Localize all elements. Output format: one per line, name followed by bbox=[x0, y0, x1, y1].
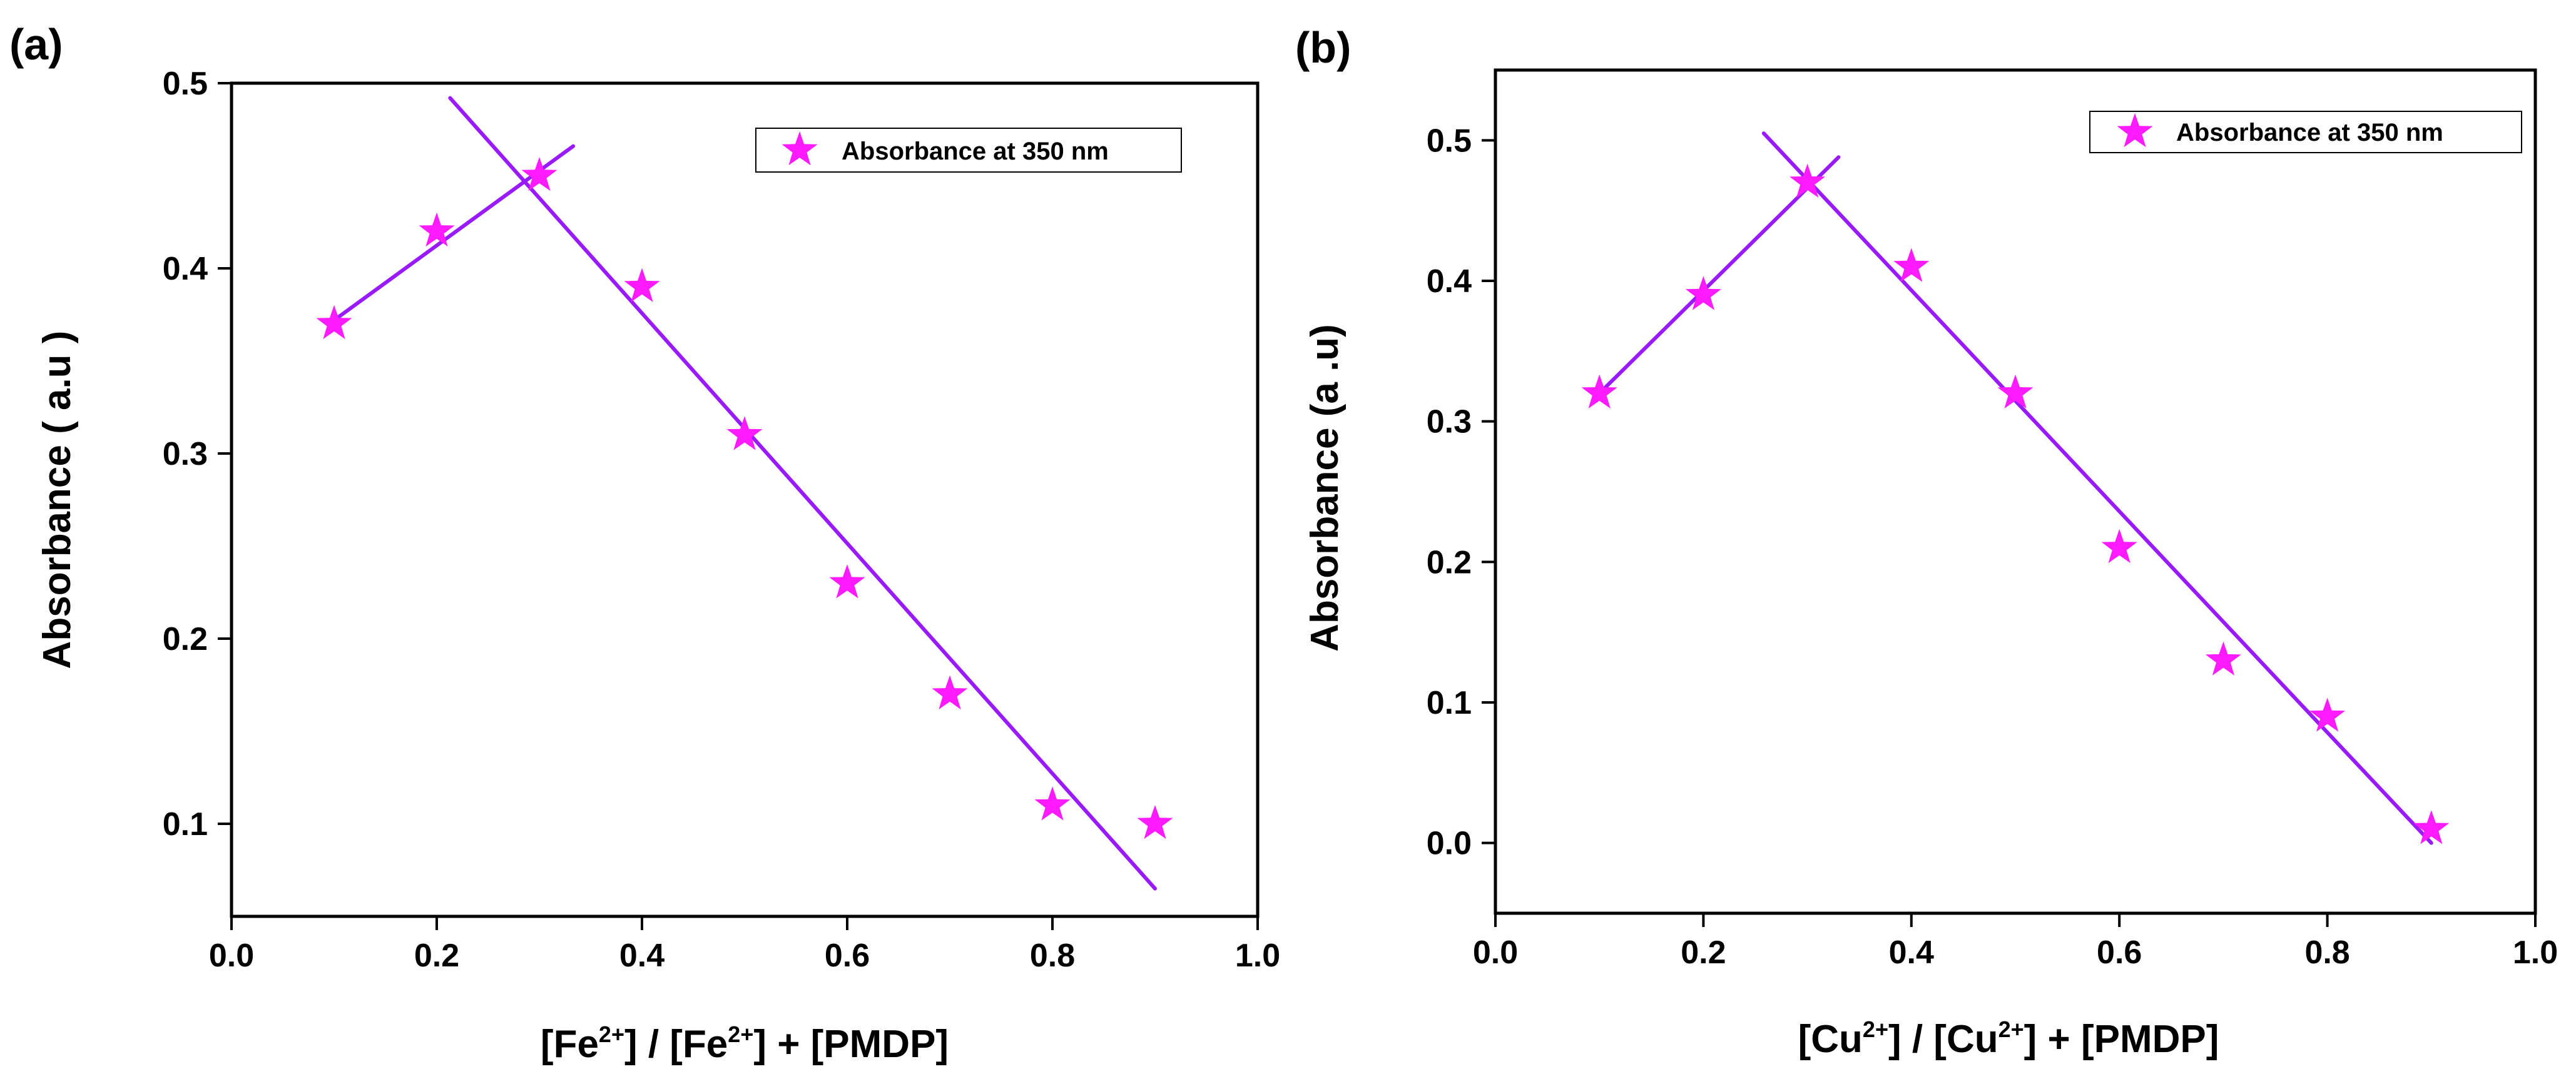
x-tick-label-b: 0.4 bbox=[1889, 935, 1934, 971]
data-point-b bbox=[1997, 374, 2034, 408]
x-title-a-sup2: 2+ bbox=[728, 1021, 753, 1047]
x-tick-label-b: 0.2 bbox=[1681, 935, 1726, 971]
x-title-a-part1: [Fe bbox=[541, 1023, 599, 1066]
y-tick-label-b: 0.3 bbox=[1427, 404, 1472, 440]
x-title-b-part3: ] + [PMDP] bbox=[2024, 1018, 2219, 1061]
panel-label-b: (b) bbox=[1295, 23, 1351, 72]
panel-label-a: (a) bbox=[9, 20, 63, 69]
plot-frame-a bbox=[230, 81, 1260, 918]
y-tick-label-b: 0.1 bbox=[1427, 685, 1472, 721]
y-tick-label-b: 0.4 bbox=[1427, 263, 1472, 300]
chart-panel-a: (a) 0.0 0.2 0.4 0.6 0.8 1.0 0.1 0.2 0.3 0.4 0.5 Ab… bbox=[9, 20, 1280, 1066]
y-tick-label-a: 0.1 bbox=[163, 806, 208, 843]
data-point-b bbox=[1581, 374, 1617, 408]
x-tick-label-b: 1.0 bbox=[2513, 935, 2558, 971]
data-point-b bbox=[2101, 529, 2137, 564]
x-tick-label-a: 0.4 bbox=[619, 938, 664, 974]
x-title-b-sup2: 2+ bbox=[1998, 1016, 2024, 1042]
x-title-a-part2: ] / [Fe bbox=[624, 1023, 728, 1066]
data-point-a bbox=[932, 675, 968, 710]
y-tick-label-b: 0.2 bbox=[1427, 544, 1472, 580]
data-point-a bbox=[829, 564, 865, 599]
x-tick-label-a: 0.6 bbox=[825, 938, 870, 974]
legend-a: Absorbance at 350 nm bbox=[755, 128, 1182, 173]
x-tick-label-a: 0.8 bbox=[1030, 938, 1075, 974]
data-point-a bbox=[1034, 786, 1071, 821]
fit-lines-b bbox=[1597, 131, 2433, 845]
x-tick-label-b: 0.6 bbox=[2097, 935, 2142, 971]
data-point-a bbox=[521, 157, 557, 191]
x-tick-label-b: 0.0 bbox=[1473, 935, 1518, 971]
legend-label-b: Absorbance at 350 nm bbox=[2176, 119, 2443, 146]
data-point-a bbox=[316, 305, 352, 340]
data-point-b bbox=[2205, 641, 2241, 676]
data-point-a bbox=[1137, 805, 1173, 839]
data-point-b bbox=[2413, 810, 2450, 844]
x-title-b-part1: [Cu bbox=[1798, 1018, 1863, 1061]
y-tick-label-b: 0.5 bbox=[1427, 123, 1472, 159]
y-tick-label-a: 0.5 bbox=[163, 66, 208, 102]
fit-lines-a bbox=[332, 96, 1157, 891]
x-title-b-sup1: 2+ bbox=[1863, 1016, 1888, 1042]
legend-box-a bbox=[755, 128, 1182, 173]
ticks-a: 0.0 0.2 0.4 0.6 0.8 1.0 0.1 0.2 0.3 0.4 0.5 bbox=[163, 66, 1280, 974]
x-title-a-sup1: 2+ bbox=[599, 1021, 624, 1047]
data-point-a bbox=[726, 416, 763, 450]
x-tick-label-a: 0.0 bbox=[209, 938, 254, 974]
legend-b: Absorbance at 350 nm bbox=[2089, 111, 2522, 153]
y-axis-title-b: Absorbance (a .u) bbox=[1303, 324, 1347, 652]
legend-star-icon-b bbox=[2117, 113, 2153, 148]
data-point-a bbox=[419, 212, 455, 247]
data-points-b bbox=[1581, 163, 2450, 844]
x-tick-label-a: 0.2 bbox=[414, 938, 459, 974]
x-title-a-part3: ] + [PMDP] bbox=[753, 1023, 949, 1066]
x-tick-label-a: 1.0 bbox=[1235, 938, 1280, 974]
fit-line-b-1 bbox=[1597, 155, 1841, 395]
y-tick-label-a: 0.2 bbox=[163, 621, 208, 657]
y-tick-label-a: 0.3 bbox=[163, 436, 208, 472]
data-points-a bbox=[316, 157, 1173, 839]
y-tick-label-b: 0.0 bbox=[1427, 826, 1472, 862]
data-point-b bbox=[1685, 276, 1721, 310]
chart-panel-b: (b) 0.0 0.2 0.4 0.6 0.8 1.0 0.0 0.1 0.2 0.3 0.4 0.5… bbox=[1295, 23, 2558, 1061]
y-axis-title-a: Absorbance ( a.u ) bbox=[36, 331, 79, 669]
x-tick-label-b: 0.8 bbox=[2304, 935, 2349, 971]
data-point-a bbox=[624, 268, 660, 302]
x-axis-title-a: [Fe2+] / [Fe2+] + [PMDP] bbox=[541, 1021, 949, 1066]
ticks-b: 0.0 0.2 0.4 0.6 0.8 1.0 0.0 0.1 0.2 0.3 0.4 0.5 bbox=[1427, 123, 2558, 971]
plot-frame-b bbox=[1494, 68, 2537, 915]
x-axis-title-b: [Cu2+] / [Cu2+] + [PMDP] bbox=[1798, 1016, 2219, 1061]
legend-label-a: Absorbance at 350 nm bbox=[842, 138, 1109, 165]
data-point-b bbox=[1893, 248, 1930, 282]
data-point-b bbox=[1789, 163, 1826, 198]
fit-line-a-2 bbox=[448, 96, 1157, 891]
x-title-b-part2: ] / [Cu bbox=[1888, 1018, 1998, 1061]
legend-box-b bbox=[2089, 111, 2522, 153]
legend-star-icon-a bbox=[781, 131, 818, 166]
data-point-b bbox=[2309, 697, 2346, 732]
y-tick-label-a: 0.4 bbox=[163, 251, 208, 287]
fit-line-b-2 bbox=[1761, 131, 2433, 845]
